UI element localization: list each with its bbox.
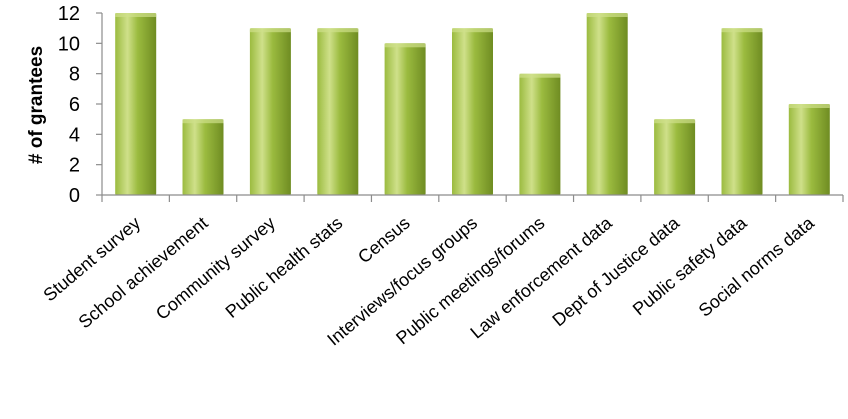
bar-8 [654, 119, 696, 195]
bar-1 [182, 119, 224, 195]
bar-cap-10 [788, 104, 830, 108]
y-tick-label-6: 12 [58, 3, 80, 25]
bar-7 [586, 13, 628, 195]
bar-cap-1 [182, 119, 224, 124]
y-tick-label-3: 6 [69, 94, 80, 116]
bar-cap-4 [384, 43, 426, 48]
bar-cap-0 [115, 13, 157, 17]
y-tick-label-5: 10 [58, 33, 80, 55]
bar-3 [317, 28, 359, 196]
bar-cap-5 [452, 28, 493, 33]
x-category-label-3: Public health stats [222, 213, 347, 322]
y-tick-label-4: 8 [69, 64, 80, 86]
y-tick-label-1: 2 [69, 155, 80, 177]
x-category-label-4: Census [354, 213, 414, 268]
bar-4 [384, 43, 426, 195]
bar-2 [249, 28, 291, 196]
bar-cap-3 [317, 28, 359, 33]
bar-cap-2 [249, 28, 291, 33]
bar-cap-9 [721, 28, 763, 33]
y-tick-label-2: 4 [69, 124, 80, 146]
bar-cap-8 [654, 119, 696, 124]
x-category-label-2: Community survey [152, 213, 279, 324]
x-category-label-9: Public safety data [629, 212, 751, 319]
x-category-label-10: Social norms data [695, 212, 819, 321]
bar-9 [721, 28, 763, 196]
bar-5 [452, 28, 493, 196]
bar-cap-6 [519, 73, 561, 78]
x-category-label-8: Dept of Justice data [548, 212, 683, 330]
axes-group [96, 12, 844, 202]
bars-group [115, 13, 830, 196]
y-axis-title: # of grantees [26, 46, 47, 164]
bar-6 [519, 73, 561, 195]
bar-10 [788, 104, 830, 195]
x-category-label-1: School achievement [75, 213, 212, 333]
bar-cap-7 [586, 13, 628, 17]
y-tick-label-0: 0 [69, 185, 80, 207]
bar-0 [115, 13, 157, 195]
